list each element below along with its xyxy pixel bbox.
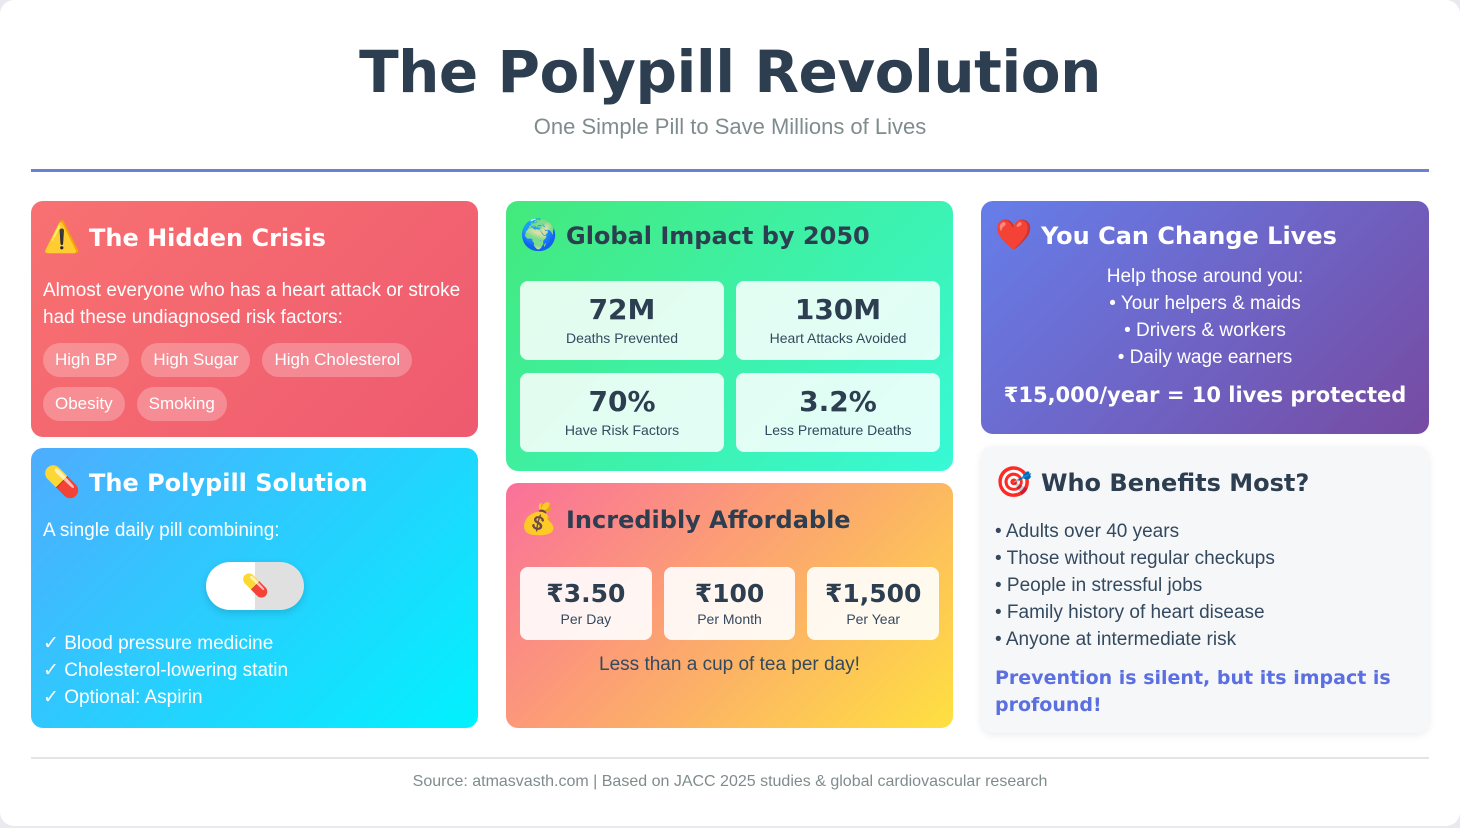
list-item: • Daily wage earners (1117, 347, 1293, 368)
stat-value: 130M (794, 293, 882, 326)
stat-label: Deaths Prevented (565, 330, 679, 346)
change-lives-intro: Help those around you: (1106, 266, 1304, 287)
source-footer: Source: atmasvasth.com | Based on JACC 2… (412, 773, 1048, 790)
capsule-graphic: 💊 (205, 562, 304, 610)
risk-tag: Smoking (136, 387, 227, 421)
pill-components-list: ✓ Blood pressure medicine ✓ Cholesterol-… (43, 630, 466, 711)
price-label: Per Year (846, 611, 901, 627)
affordable-heading: 💰 Incredibly Affordable (520, 505, 939, 535)
hidden-crisis-card: ⚠️ The Hidden Crisis Almost everyone who… (31, 201, 478, 437)
risk-tag: Obesity (43, 387, 125, 421)
price-value: ₹3.50 (546, 579, 626, 608)
affordable-card: 💰 Incredibly Affordable ₹3.50 Per Day ₹1… (506, 483, 953, 728)
who-benefits-heading: 🎯 Who Benefits Most? (995, 468, 1415, 498)
pill-icon: 💊 (43, 465, 81, 500)
stat-value: 3.2% (799, 385, 877, 418)
affordable-title: Incredibly Affordable (566, 506, 851, 534)
polypill-solution-heading: 💊 The Polypill Solution (43, 468, 466, 498)
stat-label: Less Premature Deaths (764, 422, 912, 438)
global-impact-heading: 🌍 Global Impact by 2050 (520, 221, 939, 251)
page-subtitle: One Simple Pill to Save Millions of Live… (533, 114, 927, 139)
affordable-note: Less than a cup of tea per day! (599, 654, 860, 675)
prevention-quote: Prevention is silent, but its impact is … (995, 667, 1391, 716)
list-item: • Your helpers & maids (1109, 293, 1301, 314)
money-bag-icon: 💰 (520, 502, 558, 537)
risk-tag: High Cholesterol (262, 343, 413, 377)
stat-value: 72M (588, 293, 656, 326)
global-impact-card: 🌍 Global Impact by 2050 72M Deaths Preve… (506, 201, 953, 471)
list-item: • Those without regular checkups (995, 548, 1275, 569)
list-item: • People in stressful jobs (995, 575, 1203, 596)
warning-icon: ⚠️ (43, 220, 81, 255)
list-item: • Drivers & workers (1124, 320, 1286, 341)
price-tile: ₹3.50 Per Day (520, 567, 652, 640)
risk-tag: High Sugar (141, 343, 251, 377)
polypill-solution-text: A single daily pill combining: (43, 520, 280, 541)
header-divider (31, 169, 1429, 172)
stat-tile: 70% Have Risk Factors (520, 373, 724, 452)
risk-tag: High BP (43, 343, 130, 377)
stat-label: Heart Attacks Avoided (769, 330, 907, 346)
list-item: ✓ Optional: Aspirin (43, 687, 203, 708)
list-item: • Family history of heart disease (995, 602, 1265, 623)
stat-label: Have Risk Factors (564, 422, 680, 438)
benefits-list: • Adults over 40 years • Those without r… (995, 518, 1415, 653)
list-item: • Adults over 40 years (995, 521, 1180, 542)
hidden-crisis-heading: ⚠️ The Hidden Crisis (43, 223, 466, 253)
heart-icon: ❤️ (995, 218, 1033, 253)
change-lives-body: Help those around you: • Your helpers & … (995, 263, 1415, 371)
globe-icon: 🌍 (520, 218, 558, 253)
page-title: The Polypill Revolution (359, 38, 1101, 106)
list-item: • Anyone at intermediate risk (995, 629, 1237, 650)
capsule-icon: 💊 (241, 574, 269, 599)
price-tiles: ₹3.50 Per Day ₹100 Per Month ₹1,500 Per … (520, 567, 940, 640)
change-lives-highlight: ₹15,000/year = 10 lives protected (1003, 383, 1407, 407)
impact-stats-grid: 72M Deaths Prevented 130M Heart Attacks … (520, 281, 940, 452)
change-lives-heading: ❤️ You Can Change Lives (995, 221, 1415, 251)
stat-tile: 72M Deaths Prevented (520, 281, 724, 360)
hidden-crisis-text: Almost everyone who has a heart attack o… (43, 280, 461, 328)
change-lives-card: ❤️ You Can Change Lives Help those aroun… (981, 201, 1429, 434)
list-item: ✓ Cholesterol-lowering statin (43, 660, 289, 681)
change-lives-title: You Can Change Lives (1041, 222, 1337, 250)
pill-illustration: 💊 (43, 562, 466, 610)
price-tile: ₹1,500 Per Year (807, 567, 940, 640)
target-icon: 🎯 (995, 465, 1033, 500)
footer-divider (31, 757, 1429, 759)
stat-tile: 3.2% Less Premature Deaths (736, 373, 940, 452)
stat-value: 70% (588, 385, 656, 418)
polypill-solution-title: The Polypill Solution (89, 469, 368, 497)
stat-tile: 130M Heart Attacks Avoided (736, 281, 940, 360)
price-tile: ₹100 Per Month (663, 567, 796, 640)
list-item: ✓ Blood pressure medicine (43, 633, 274, 654)
price-label: Per Month (697, 611, 762, 627)
global-impact-title: Global Impact by 2050 (566, 222, 870, 250)
polypill-solution-card: 💊 The Polypill Solution A single daily p… (31, 448, 478, 728)
who-benefits-title: Who Benefits Most? (1041, 469, 1310, 497)
hidden-crisis-title: The Hidden Crisis (89, 224, 326, 252)
who-benefits-card: 🎯 Who Benefits Most? • Adults over 40 ye… (981, 446, 1429, 733)
price-value: ₹1,500 (824, 579, 922, 608)
header: The Polypill Revolution One Simple Pill … (0, 36, 1460, 140)
risk-factor-tags: High BP High Sugar High Cholesterol Obes… (43, 343, 463, 421)
price-value: ₹100 (694, 579, 765, 608)
price-label: Per Day (560, 611, 612, 627)
